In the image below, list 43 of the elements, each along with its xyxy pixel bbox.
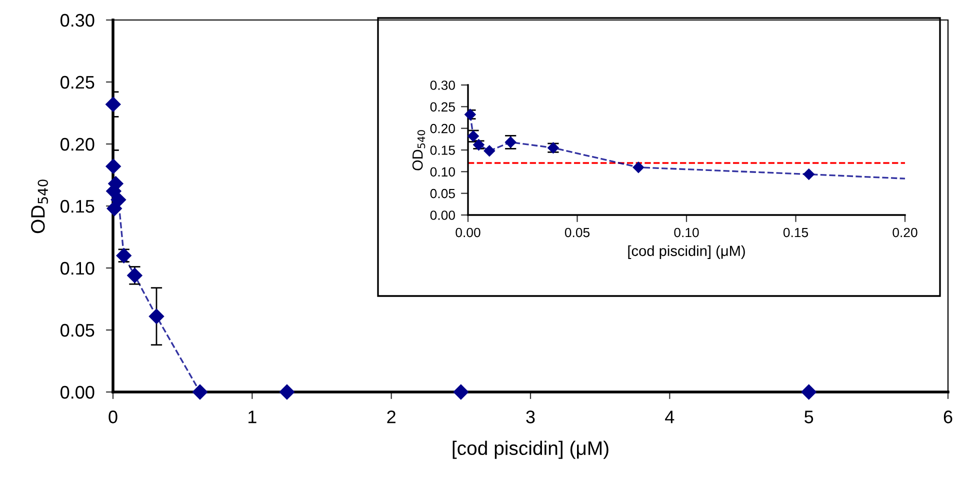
y-tick-label: 0.25 [430, 102, 455, 112]
point [453, 384, 468, 400]
y-axis-title: OD$_{540}$ [31, 180, 48, 234]
x-tick-label: 6 [944, 410, 952, 424]
point [801, 384, 816, 400]
x-tick-label: 4 [665, 410, 674, 424]
x-tick-label: 0.00 [456, 228, 480, 238]
point [468, 130, 479, 142]
y-tick-label: 0.05 [430, 188, 455, 198]
point [464, 108, 476, 120]
point [632, 162, 644, 173]
x-axis-title: [cod piscidin] (μM) [452, 440, 608, 459]
point [803, 168, 814, 180]
y-tick-label: 0.30 [430, 80, 455, 90]
y-tick-label: 0.10 [430, 167, 455, 177]
y-tick-label: 0.00 [60, 386, 94, 399]
point [106, 158, 121, 174]
point [110, 192, 126, 208]
point [192, 384, 208, 400]
x-tick-label: 2 [387, 410, 396, 424]
x-tick-label: 5 [804, 410, 814, 424]
x-tick-label: 0.20 [892, 228, 918, 238]
x-tick-label: 3 [526, 410, 535, 424]
y-tick-label: 0.25 [60, 76, 94, 89]
x-tick-label: 0.15 [783, 228, 808, 238]
point [279, 384, 295, 400]
x-tick-label: 0.05 [564, 228, 590, 238]
y-tick-label: 0.20 [60, 138, 94, 151]
y-axis-title: OD$_{540}$ [412, 130, 426, 170]
point [148, 308, 164, 324]
point [106, 96, 121, 112]
y-tick-label: 0.05 [60, 324, 94, 337]
x-tick-label: 0.10 [674, 228, 699, 238]
y-tick-label: 0.15 [430, 146, 455, 155]
y-tick-label: 0.20 [430, 124, 455, 134]
x-tick-label: 0 [108, 410, 118, 424]
y-tick-label: 0.15 [60, 200, 94, 213]
x-tick-label: 1 [248, 410, 256, 424]
x-axis-title: [cod piscidin] (μM) [628, 245, 745, 259]
y-tick-label: 0.00 [430, 210, 455, 220]
point [484, 145, 496, 156]
y-tick-label: 0.10 [60, 262, 94, 275]
y-tick-label: 0.30 [60, 14, 94, 27]
